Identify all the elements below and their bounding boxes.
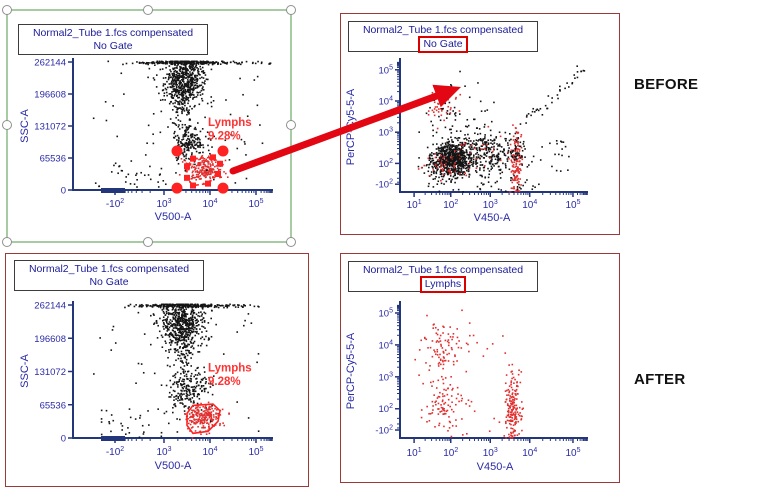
plot-title-line1: Normal2_Tube 1.fcs compensated bbox=[32, 27, 194, 39]
plot-title-after-left: Normal2_Tube 1.fcs compensated No Gate bbox=[14, 260, 204, 291]
selection-handle[interactable] bbox=[142, 236, 153, 247]
plot-title-before-right: Normal2_Tube 1.fcs compensated No Gate bbox=[348, 21, 538, 53]
after-label: AFTER bbox=[634, 371, 686, 388]
plot-title-line1: Normal2_Tube 1.fcs compensated bbox=[28, 263, 190, 275]
plot-title-line1: Normal2_Tube 1.fcs compensated bbox=[362, 24, 524, 36]
selection-handle[interactable] bbox=[285, 119, 296, 130]
gate-highlight-box: No Gate bbox=[418, 36, 468, 53]
plot-title-line2: No Gate bbox=[89, 276, 129, 288]
before-label: BEFORE bbox=[634, 76, 699, 93]
plot-title-line2: No Gate bbox=[93, 40, 133, 52]
selection-handle[interactable] bbox=[1, 236, 12, 247]
plot-title-after-right: Normal2_Tube 1.fcs compensated Lymphs bbox=[348, 261, 538, 293]
gate-highlight-box: Lymphs bbox=[419, 276, 467, 293]
plot-panel-after-right[interactable] bbox=[340, 253, 620, 483]
selection-handle[interactable] bbox=[142, 4, 153, 15]
plot-title-line1: Normal2_Tube 1.fcs compensated bbox=[362, 264, 524, 276]
selection-handle[interactable] bbox=[1, 119, 12, 130]
selection-handle[interactable] bbox=[1, 4, 12, 15]
plot-title-before-left: Normal2_Tube 1.fcs compensated No Gate bbox=[18, 24, 208, 55]
selection-handle[interactable] bbox=[285, 236, 296, 247]
selection-handle[interactable] bbox=[285, 4, 296, 15]
plot-panel-after-left[interactable] bbox=[5, 253, 309, 487]
